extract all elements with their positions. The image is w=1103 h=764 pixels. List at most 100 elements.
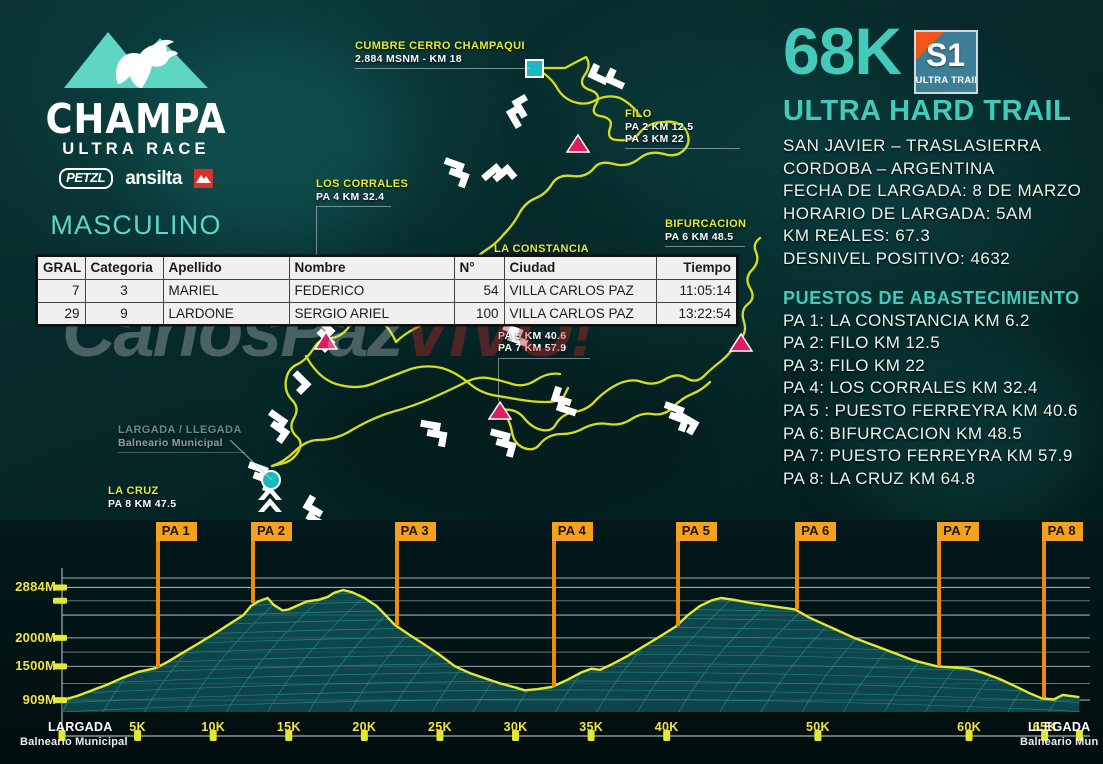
aid-station-item: PA 7: PUESTO FERREYRA KM 57.9 <box>783 446 1073 466</box>
elevation-profile: PA 1 PA 2 PA 3 PA 4 PA 5 PA 6 PA 7 PA 8 909M 150… <box>0 520 1103 764</box>
map-label-sub2: PA 3 KM 22 <box>625 133 685 146</box>
map-label-rule <box>498 357 590 359</box>
profile-x-tick-marks <box>53 584 1083 741</box>
pa-marker-stem <box>250 538 255 603</box>
cell-numero: 100 <box>453 301 505 326</box>
map-label-rule <box>316 206 391 208</box>
aid-station-item: PA 8: LA CRUZ KM 64.8 <box>783 468 976 488</box>
map-label-la-constancia-detail: PA 5 KM 40.6 PA 7 KM 57.9 <box>498 330 590 401</box>
cell-tiempo: 13:22:54 <box>655 301 738 326</box>
map-label-title: LARGADA / LLEGADA <box>118 424 242 436</box>
cell-categoria: 9 <box>84 301 164 326</box>
col-numero[interactable]: N° <box>453 255 505 280</box>
pa-marker-flag[interactable]: PA 7 <box>937 522 979 541</box>
aid-station-item: PA 6: BIFURCACION KM 48.5 <box>783 423 1023 443</box>
pa-marker-stem <box>795 538 800 610</box>
pa-marker-flag[interactable]: PA 3 <box>394 522 436 541</box>
petzl-logo: PETZL <box>59 168 114 190</box>
race-details: SAN JAVIER – TRASLASIERRA CORDOBA – ARGE… <box>783 135 1083 271</box>
y-tick-label: 2884M <box>15 579 56 595</box>
map-label-bifurcacion: BIFURCACION PA 6 KM 48.5 <box>665 218 747 248</box>
route-path-lower-left <box>270 346 316 468</box>
col-tiempo[interactable]: Tiempo <box>655 255 738 280</box>
info-line: DESNIVEL POSITIVO: 4632 <box>783 249 1011 269</box>
race-info-panel: 68K S1 ULTRA TRAIL ULTRA HARD TRAIL SAN … <box>783 18 1083 491</box>
map-label-la-constancia: LA CONSTANCIA <box>494 243 589 256</box>
x-tick-label: 35K <box>579 720 604 734</box>
y-tick-label: 909M <box>22 692 56 708</box>
pa-marker-stem <box>675 538 680 627</box>
pa-marker-stem <box>937 538 942 667</box>
badge-title: S1 <box>925 37 966 73</box>
col-apellido[interactable]: Apellido <box>162 255 290 280</box>
ansilta-mark-icon <box>193 169 213 189</box>
x-tick-label: 20K <box>352 720 377 734</box>
x-tick-label: 5K <box>129 720 146 734</box>
aid-marker-corrales-icon <box>313 330 339 350</box>
aid-marker-bifurcacion-icon <box>728 332 754 352</box>
cell-ciudad: VILLA CARLOS PAZ <box>503 278 657 303</box>
map-label-filo: FILO PA 2 KM 12.5 PA 3 KM 22 <box>625 108 740 149</box>
map-label-sub: Balneario Municipal <box>118 436 223 449</box>
pa-marker-flag[interactable]: PA 2 <box>250 522 293 541</box>
x-tick-label: 15K <box>276 720 301 734</box>
brand-block: CHAMPA ULTRA RACE PETZL ansilta MASCULIN… <box>36 22 236 241</box>
pa-marker-stem <box>551 538 556 687</box>
route-path-east-up <box>734 236 762 346</box>
cell-gral: 29 <box>36 301 86 326</box>
info-line: CORDOBA – ARGENTINA <box>783 158 995 178</box>
results-table[interactable]: GRAL Categoria Apellido Nombre N° Ciudad… <box>36 255 738 326</box>
profile-start-sublabel: Balneario Municipal <box>20 736 128 748</box>
aid-station-item: PA 4: LOS CORRALES KM 32.4 <box>783 378 1038 398</box>
pa-marker-flag[interactable]: PA 1 <box>155 522 197 541</box>
largada-leader-line <box>230 440 273 481</box>
aid-marker-filo-icon <box>565 133 591 153</box>
info-line: KM REALES: 67.3 <box>783 226 931 246</box>
map-label-rule <box>625 147 740 149</box>
map-label-sub: PA 4 KM 32.4 <box>316 190 385 203</box>
aid-station-item: PA 2: FILO KM 12.5 <box>783 333 941 353</box>
table-row[interactable]: 7 3 MARIEL FEDERICO 54 VILLA CARLOS PAZ … <box>36 278 738 303</box>
x-tick-label: 40K <box>654 720 679 734</box>
x-tick-label: 65K <box>1032 720 1057 734</box>
col-categoria[interactable]: Categoria <box>84 255 164 280</box>
route-path-lower-loop <box>270 372 562 468</box>
sponsor-row: PETZL ansilta <box>36 168 236 190</box>
cell-gral: 7 <box>36 278 86 303</box>
pa-marker-flag[interactable]: PA 5 <box>675 522 718 541</box>
cell-nombre: FEDERICO <box>288 278 455 303</box>
col-gral[interactable]: GRAL <box>36 255 86 280</box>
info-line: FECHA DE LARGADA: 8 DE MARZO <box>783 181 1082 201</box>
map-label-title: BIFURCACION <box>665 218 747 230</box>
map-label-title: LOS CORRALES <box>316 178 409 190</box>
pa-marker-stem <box>394 538 399 625</box>
map-label-title: LA CONSTANCIA <box>494 243 590 255</box>
elevation-area-fill <box>62 590 1080 712</box>
route-path-summit-loop <box>532 66 642 118</box>
route-path-ridge <box>304 354 570 404</box>
map-label-rule <box>118 452 245 454</box>
y-tick-label: 1500M <box>15 658 56 674</box>
s1-badge: S1 ULTRA TRAIL <box>913 30 978 94</box>
race-type: ULTRA HARD TRAIL <box>783 95 1072 127</box>
pa-marker-flag[interactable]: PA 6 <box>795 522 837 541</box>
map-label-rule <box>355 68 530 70</box>
y-tick-label: 2000M <box>15 629 56 645</box>
x-tick-label: 10K <box>201 720 226 734</box>
map-label-title: LA CRUZ <box>108 485 159 497</box>
col-ciudad[interactable]: Ciudad <box>503 255 657 280</box>
profile-start-label: LARGADA <box>48 720 113 734</box>
elevation-profile-svg <box>53 568 1090 741</box>
col-nombre[interactable]: Nombre <box>288 255 455 280</box>
pa-marker-flag[interactable]: PA 4 <box>551 522 594 541</box>
table-row[interactable]: 29 9 LARDONE SERGIO ARIEL 100 VILLA CARL… <box>36 301 738 326</box>
x-tick-label: 25K <box>428 720 452 734</box>
aid-stations-heading: PUESTOS DE ABASTECIMIENTO <box>783 287 1080 308</box>
cell-tiempo: 11:05:14 <box>655 278 738 303</box>
aid-marker-constancia-icon <box>487 400 513 420</box>
pa-marker-flag[interactable]: PA 8 <box>1041 522 1083 541</box>
map-label-sub2: PA 7 KM 57.9 <box>498 342 567 355</box>
badge-subtitle: ULTRA TRAIL <box>915 75 978 86</box>
